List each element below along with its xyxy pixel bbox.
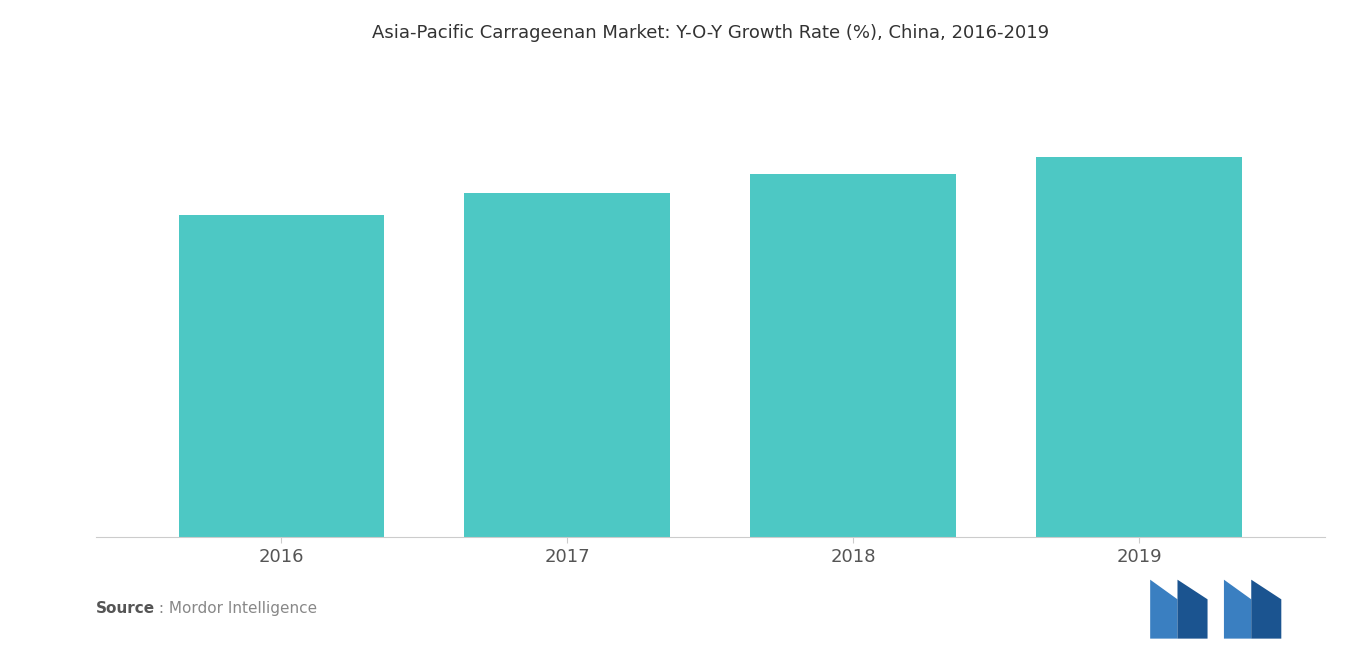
Bar — [464, 193, 671, 537]
Bar — [1037, 157, 1242, 537]
Bar — [179, 215, 384, 537]
Text: Source: Source — [96, 601, 154, 616]
Title: Asia-Pacific Carrageenan Market: Y-O-Y Growth Rate (%), China, 2016-2019: Asia-Pacific Carrageenan Market: Y-O-Y G… — [372, 24, 1049, 42]
Polygon shape — [1224, 580, 1251, 639]
Polygon shape — [1150, 580, 1177, 639]
Text: : Mordor Intelligence: : Mordor Intelligence — [154, 601, 317, 616]
Polygon shape — [1177, 580, 1208, 639]
Polygon shape — [1251, 580, 1281, 639]
Bar — [750, 174, 956, 537]
